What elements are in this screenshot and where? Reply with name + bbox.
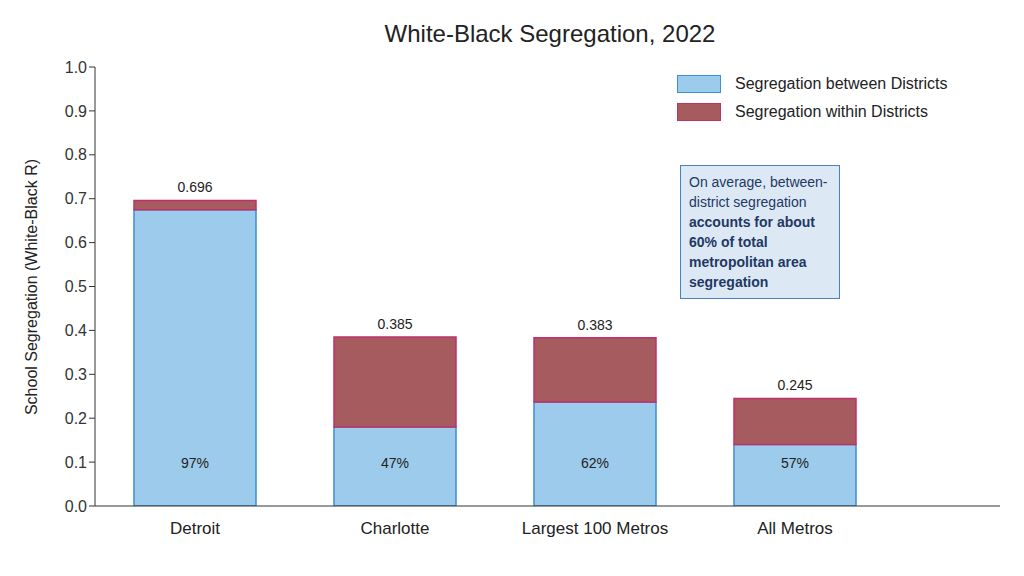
- svg-text:0.9: 0.9: [65, 103, 87, 120]
- html-text:Segregation within Districts: Segregation within Districts: [735, 103, 928, 120]
- html-text:accounts for about 60% of tota: accounts for about 60% of total metropol…: [689, 214, 815, 290]
- svg-text:All Metros: All Metros: [757, 519, 833, 538]
- svg-text:0.8: 0.8: [65, 146, 87, 163]
- svg-text:0.383: 0.383: [577, 317, 612, 333]
- svg-text:0.4: 0.4: [65, 322, 87, 339]
- svg-text:0.0: 0.0: [65, 498, 87, 515]
- svg-text:1.0: 1.0: [65, 59, 87, 76]
- svg-text:0.2: 0.2: [65, 410, 87, 427]
- svg-text:62%: 62%: [581, 455, 609, 471]
- svg-text:0.5: 0.5: [65, 278, 87, 295]
- svg-text:47%: 47%: [381, 455, 409, 471]
- svg-text:0.3: 0.3: [65, 366, 87, 383]
- svg-text:0.245: 0.245: [777, 377, 812, 393]
- html-text:On average, between-district s: On average, between-district segregation: [689, 174, 828, 210]
- svg-text:97%: 97%: [181, 455, 209, 471]
- svg-text:0.696: 0.696: [177, 179, 212, 195]
- html-text:White-Black Segregation, 2022: White-Black Segregation, 2022: [384, 20, 716, 47]
- svg-text:57%: 57%: [781, 455, 809, 471]
- svg-text:0.385: 0.385: [377, 316, 412, 332]
- svg-text:0.6: 0.6: [65, 234, 87, 251]
- html-text:School Segregation (White-Blac: School Segregation (White-Black R): [23, 159, 40, 416]
- svg-text:Charlotte: Charlotte: [361, 519, 430, 538]
- svg-text:0.1: 0.1: [65, 454, 87, 471]
- svg-text:Detroit: Detroit: [170, 519, 220, 538]
- svg-text:Largest 100 Metros: Largest 100 Metros: [522, 519, 668, 538]
- html-text:Segregation between Districts: Segregation between Districts: [735, 75, 948, 92]
- svg-text:0.7: 0.7: [65, 190, 87, 207]
